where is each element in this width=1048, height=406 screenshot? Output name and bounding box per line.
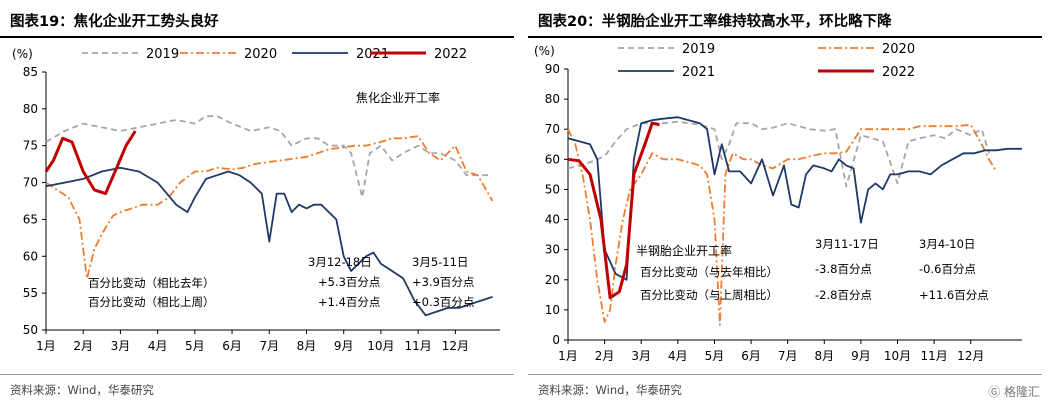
y-tick-label: 60 [23,249,38,263]
annotation-column-header: 3月12-18日 [308,255,372,269]
series-line-2021 [45,166,493,317]
x-tick-label: 6月 [222,339,242,353]
title-rule [528,36,1042,38]
y-tick-label: 30 [545,243,560,257]
series-annotation-label: 焦化企业开工率 [356,90,440,105]
source-note: 资料来源：Wind，华泰研究 [538,383,682,397]
series-line-2019 [45,115,489,199]
y-tick-label: 80 [23,102,38,116]
series-line-2020 [567,123,998,326]
watermark-icon: Ⓖ [988,385,1001,399]
x-tick-label: 12月 [442,339,469,353]
y-axis-label: (%) [534,44,555,58]
y-tick-label: 40 [545,213,560,227]
chart-coking-utilization: (%) 50 55 60 65 70 75 80 85 1月 2月 3月 4月 5月 6月 7月 8月 9月 10月… [12,47,500,353]
chart-panel-tire: 图表20：半钢胎企业开工率维持较高水平，环比略下降 (%) 0 10 20 30 40 50… [528,0,1048,406]
x-tick-label: 1月 [558,349,578,363]
source-rule [0,374,514,375]
legend-label-2019: 2019 [682,42,715,57]
chart-title: 图表19：焦化企业开工势头良好 [10,14,219,30]
x-tick-label: 11月 [404,339,431,353]
annotation-value: +1.4百分点 [318,295,380,309]
x-tick-label: 7月 [778,349,798,363]
x-tick-label: 9月 [851,349,871,363]
annotation-value: +3.9百分点 [412,275,474,289]
x-tick-label: 3月 [111,339,131,353]
annotation-value: +0.3百分点 [412,295,474,309]
x-tick-label: 4月 [668,349,688,363]
y-tick-label: 85 [23,65,38,79]
legend-label-2021: 2021 [682,65,715,80]
x-tick-label: 1月 [36,339,56,353]
x-tick-label: 3月 [631,349,651,363]
x-tick-label: 8月 [297,339,317,353]
x-tick-label: 7月 [259,339,279,353]
legend-label-2020: 2020 [882,42,915,57]
x-tick-label: 10月 [884,349,911,363]
annotation-row-label: 百分比变动（相比去年） [88,276,215,290]
x-tick-label: 12月 [957,349,984,363]
legend-label-2022: 2022 [882,65,915,80]
annotation-row-label: 百分比变动（与上周相比） [640,288,778,302]
x-tick-label: 11月 [920,349,947,363]
annotation-column-header: 3月11-17日 [815,237,879,251]
chart-title: 图表20：半钢胎企业开工率维持较高水平，环比略下降 [538,14,892,30]
source-rule [528,374,1042,375]
annotation-column-header: 3月4-10日 [919,237,975,251]
chart-tire-utilization: (%) 0 10 20 30 40 50 60 70 80 90 1月 2月 3月 4月 5月 6月 7月 8月 9月… [534,42,1022,363]
chart-panel-coking: 图表19：焦化企业开工势头良好 (%) 50 55 60 65 70 75 80 85 1月 2月 3… [0,0,520,406]
y-tick-label: 60 [545,152,560,166]
y-tick-label: 80 [545,92,560,106]
series-line-2020 [45,135,494,280]
title-rule [0,36,514,38]
x-tick-label: 5月 [185,339,205,353]
y-tick-label: 55 [23,286,38,300]
legend-label-2019: 2019 [146,47,179,62]
y-tick-label: 50 [23,323,38,337]
x-tick-label: 9月 [334,339,354,353]
x-tick-label: 10月 [367,339,394,353]
x-tick-label: 8月 [814,349,834,363]
y-tick-label: 50 [545,182,560,196]
x-tick-label: 2月 [73,339,93,353]
x-tick-label: 2月 [595,349,615,363]
annotation-value: +5.3百分点 [318,275,380,289]
series-line-2022 [567,121,660,300]
x-tick-label: 5月 [705,349,725,363]
series-line-2021 [567,116,1022,281]
annotation-column-header: 3月5-11日 [412,255,468,269]
annotation-value: -0.6百分点 [919,262,976,276]
legend-label-2020: 2020 [244,47,277,62]
y-tick-label: 10 [545,303,560,317]
watermark-text: 格隆汇 [1003,385,1040,399]
y-tick-label: 90 [545,62,560,76]
y-tick-label: 65 [23,212,38,226]
source-note: 资料来源：Wind，华泰研究 [10,383,154,397]
series-line-2019 [567,120,990,188]
annotation-row-label: 百分比变动（与去年相比） [640,265,778,279]
legend-label-2022: 2022 [434,47,467,62]
annotation-value: -2.8百分点 [815,288,872,302]
annotation-value: -3.8百分点 [815,262,872,276]
series-annotation-label: 半钢胎企业开工率 [636,243,732,258]
y-axis-label: (%) [12,47,33,61]
annotation-row-label: 百分比变动（相比上周） [88,295,215,309]
x-tick-label: 4月 [148,339,168,353]
y-tick-label: 70 [23,176,38,190]
y-tick-label: 70 [545,122,560,136]
series-line-2022 [44,130,137,196]
x-tick-label: 6月 [741,349,761,363]
watermark-logo: Ⓖ 格隆汇 [988,383,1040,400]
y-tick-label: 0 [552,333,560,347]
y-tick-label: 75 [23,139,38,153]
annotation-value: +11.6百分点 [919,288,989,302]
y-tick-label: 20 [545,273,560,287]
